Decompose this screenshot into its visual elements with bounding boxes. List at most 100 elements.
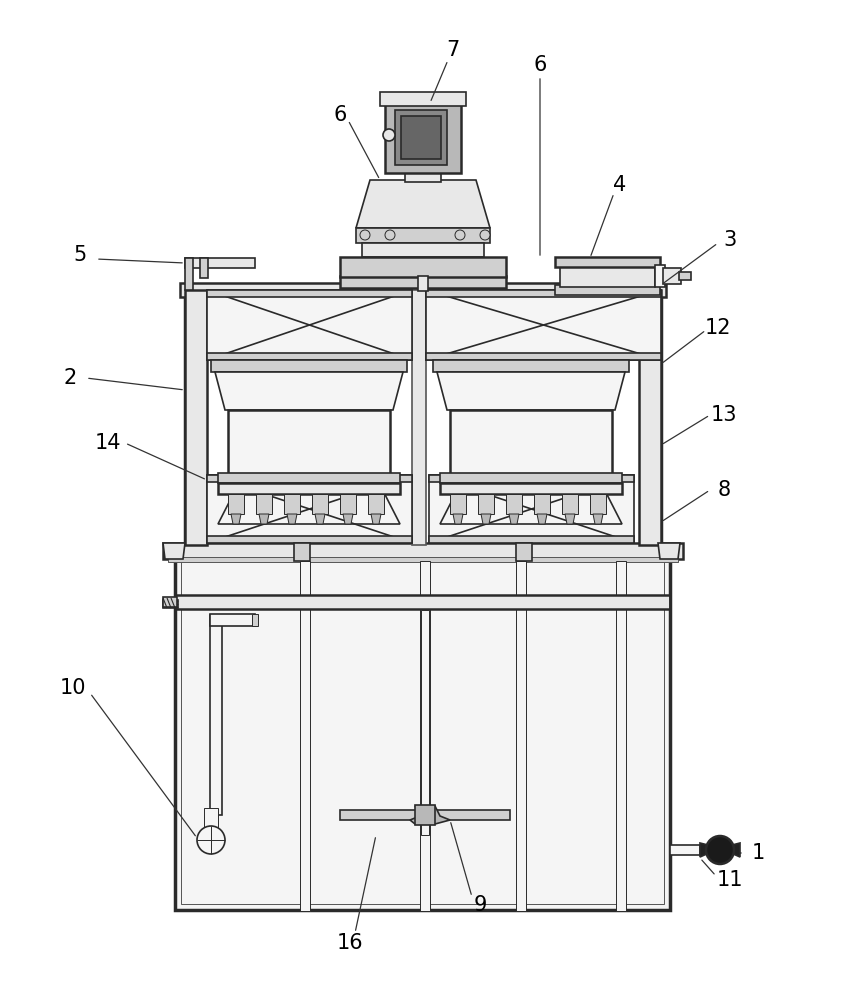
Bar [185,290,661,545]
Text: 5: 5 [74,245,86,265]
Bar [163,600,178,608]
Bar [181,561,664,904]
Bar [421,610,429,835]
Polygon shape [537,514,547,524]
Bar [380,92,466,106]
Bar [340,810,420,820]
Bar [426,290,661,297]
Text: 8: 8 [717,480,731,500]
Polygon shape [720,843,740,857]
Circle shape [455,230,465,240]
Bar [218,473,400,483]
Text: 6: 6 [333,105,347,125]
Bar [312,494,328,514]
Bar [450,494,466,514]
Bar [340,276,506,288]
Bar [294,543,310,561]
Bar [228,410,390,475]
Bar [639,290,661,545]
Text: 14: 14 [95,433,121,453]
Bar [401,116,441,159]
Bar [516,543,532,561]
Circle shape [360,230,370,240]
Bar [395,110,447,165]
Bar [163,597,177,607]
Polygon shape [343,514,353,524]
Bar [200,258,208,278]
Bar [256,494,272,514]
Bar [207,475,412,543]
Bar [555,285,660,295]
Polygon shape [440,475,622,524]
Polygon shape [215,372,403,410]
Bar [356,228,490,243]
Bar [418,276,428,291]
Bar [207,290,412,297]
Text: 3: 3 [723,230,737,250]
Polygon shape [218,475,400,524]
Bar [362,243,484,257]
Bar [340,494,356,514]
Bar [207,475,412,482]
Bar [426,290,661,360]
Polygon shape [593,514,603,524]
Bar [429,475,634,543]
Bar [210,615,222,815]
Polygon shape [371,514,381,524]
Bar [679,272,691,280]
Bar [590,494,606,514]
Text: 4: 4 [613,175,627,195]
Bar [412,290,426,545]
Polygon shape [231,514,241,524]
Bar [185,258,193,290]
Bar [555,257,660,267]
Bar [562,494,578,514]
Bar [207,536,412,543]
Polygon shape [356,180,490,228]
Polygon shape [163,543,185,559]
Bar [385,103,461,173]
Text: 12: 12 [705,318,731,338]
Polygon shape [509,514,519,524]
Text: 11: 11 [717,870,744,890]
Bar [180,283,666,297]
Polygon shape [700,843,720,857]
Bar [210,614,255,626]
Text: 6: 6 [533,55,547,75]
Circle shape [666,546,676,556]
Circle shape [385,230,395,240]
Bar [478,494,494,514]
Bar [663,268,681,284]
Bar [616,561,626,911]
Bar [300,561,310,911]
Polygon shape [481,514,491,524]
Bar [429,475,634,482]
Polygon shape [259,514,269,524]
Bar [175,595,670,609]
Bar [368,494,384,514]
Bar [670,845,700,855]
Bar [433,360,629,372]
Bar [207,290,412,360]
Bar [450,410,612,475]
Bar [340,257,506,277]
Circle shape [197,826,225,854]
Polygon shape [565,514,575,524]
Bar [204,808,218,833]
Bar [168,557,678,562]
Polygon shape [315,514,325,524]
Bar [207,353,412,360]
Bar [560,265,655,287]
Circle shape [706,836,734,864]
Text: 16: 16 [337,933,363,953]
Polygon shape [287,514,297,524]
Bar [163,543,683,559]
Text: 13: 13 [711,405,737,425]
Polygon shape [437,372,625,410]
Bar [440,473,622,483]
Bar [218,483,400,494]
Text: 9: 9 [473,895,486,915]
Bar [284,494,300,514]
Bar [175,555,670,910]
Bar [516,561,526,911]
